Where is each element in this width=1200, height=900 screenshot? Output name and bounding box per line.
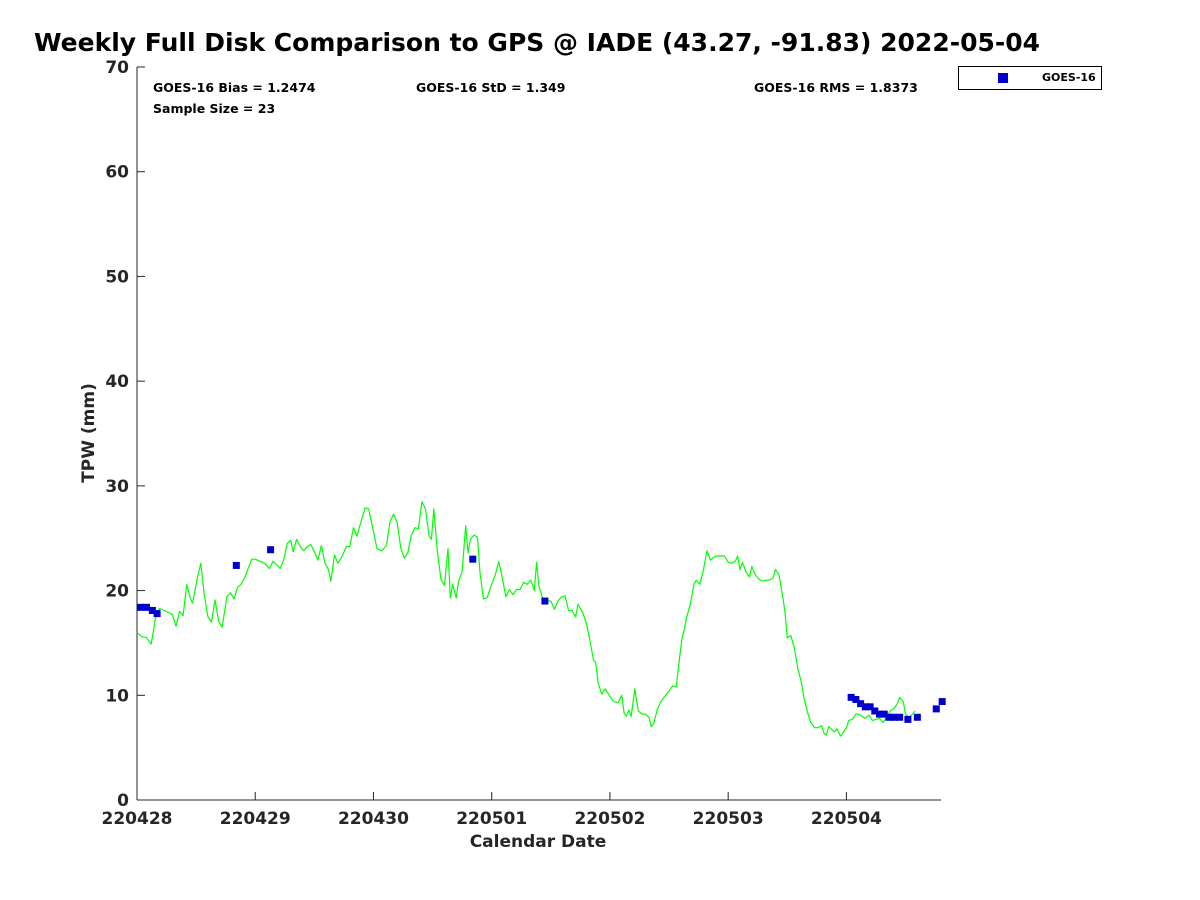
goes16-point <box>541 597 549 605</box>
x-tick-label: 220503 <box>693 809 764 829</box>
goes16-point <box>142 603 150 611</box>
y-tick-label: 70 <box>105 58 129 78</box>
goes16-point <box>232 561 240 569</box>
legend-box <box>958 66 1102 90</box>
chart-title: Weekly Full Disk Comparison to GPS @ IAD… <box>34 28 1041 57</box>
y-tick-label: 40 <box>105 372 129 392</box>
goes16-point <box>866 703 874 711</box>
goes16-point <box>148 606 156 614</box>
gps-line-layer <box>136 501 916 737</box>
sample-size-stat: Sample Size = 23 <box>153 101 275 116</box>
std-stat: GOES-16 StD = 1.349 <box>416 80 565 95</box>
goes16-point <box>904 715 912 723</box>
x-tick-label: 220502 <box>574 809 645 829</box>
goes16-point <box>938 698 946 706</box>
bias-stat: GOES-16 Bias = 1.2474 <box>153 80 316 95</box>
y-tick-label: 20 <box>105 582 129 602</box>
goes16-point <box>847 693 855 701</box>
goes16-point <box>871 707 879 715</box>
y-axis-label: TPW (mm) <box>79 383 99 483</box>
goes16-point <box>137 603 145 611</box>
legend-marker-square <box>998 73 1008 83</box>
x-axis-label: Calendar Date <box>470 832 607 852</box>
goes16-point <box>857 700 865 708</box>
axes: 0 10 20 30 40 50 60 70 220428 220429 220430 220501 2… <box>102 58 941 829</box>
x-tick-label: 220430 <box>338 809 409 829</box>
goes16-marker-layer <box>137 546 946 723</box>
goes16-point <box>267 546 275 554</box>
goes16-point <box>852 695 860 703</box>
legend: GOES-16 <box>958 66 1102 90</box>
y-tick-label: 30 <box>105 477 129 497</box>
goes16-point <box>896 713 904 721</box>
goes16-point <box>861 703 869 711</box>
y-tick-label: 0 <box>117 791 129 811</box>
x-tick-label: 220429 <box>220 809 291 829</box>
goes16-point <box>932 705 940 713</box>
goes16-point <box>469 555 477 563</box>
y-tick-label: 50 <box>105 267 129 287</box>
gps-tpw-line <box>136 501 916 737</box>
goes16-point <box>153 610 161 618</box>
goes16-point <box>913 713 921 721</box>
legend-label-goes16: GOES-16 <box>1042 71 1096 84</box>
goes16-point <box>876 710 884 718</box>
x-tick-label: 220428 <box>102 809 173 829</box>
rms-stat: GOES-16 RMS = 1.8373 <box>754 80 918 95</box>
goes16-point <box>885 713 893 721</box>
y-tick-label: 60 <box>105 163 129 183</box>
goes16-point <box>880 710 888 718</box>
x-tick-label: 220504 <box>811 809 882 829</box>
x-tick-label: 220501 <box>456 809 527 829</box>
y-tick-label: 10 <box>105 686 129 706</box>
goes16-point <box>890 713 898 721</box>
